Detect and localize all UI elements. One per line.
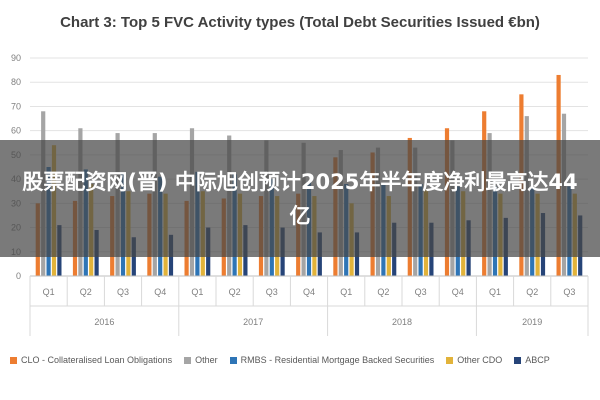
legend-label: RMBS - Residential Mortgage Backed Secur… <box>240 355 435 365</box>
legend-label: ABCP <box>525 355 550 365</box>
legend-label: Other CDO <box>457 355 503 365</box>
chart-legend: CLO - Collateralised Loan Obligations Oth… <box>10 352 600 368</box>
x-tick-label: Q3 <box>563 287 575 297</box>
y-tick-label: 90 <box>11 53 21 63</box>
chart-title: Chart 3: Top 5 FVC Activity types (Total… <box>60 14 540 31</box>
legend-item: Other <box>184 355 218 365</box>
x-tick-label: Q1 <box>340 287 352 297</box>
legend-label: Other <box>195 355 218 365</box>
legend-item: Other CDO <box>446 355 502 365</box>
headline-text[interactable]: 股票配资网(晋) 中际旭创预计2025年半年度净利最高达44亿 <box>22 169 578 228</box>
x-tick-label: Q1 <box>489 287 501 297</box>
x-tick-label: Q2 <box>229 287 241 297</box>
y-tick-label: 80 <box>11 77 21 87</box>
x-tick-label: Q1 <box>191 287 203 297</box>
legend-swatch <box>184 356 192 364</box>
y-tick-label: 70 <box>11 101 21 111</box>
x-tick-label: Q4 <box>303 287 315 297</box>
year-label: 2019 <box>522 317 542 327</box>
y-tick-label: 0 <box>16 271 21 281</box>
legend-swatch <box>514 356 522 364</box>
legend-item: CLO - Collateralised Loan Obligations <box>10 355 172 365</box>
year-label: 2016 <box>94 317 114 327</box>
y-tick-label: 60 <box>11 126 21 136</box>
year-label: 2017 <box>243 317 263 327</box>
x-tick-label: Q4 <box>452 287 464 297</box>
x-tick-label: Q2 <box>377 287 389 297</box>
legend-label: CLO - Collateralised Loan Obligations <box>21 355 173 365</box>
x-tick-label: Q2 <box>526 287 538 297</box>
x-tick-label: Q3 <box>117 287 129 297</box>
x-tick-label: Q2 <box>80 287 92 297</box>
legend-swatch <box>446 356 454 364</box>
headline-banner[interactable]: 股票配资网(晋) 中际旭创预计2025年半年度净利最高达44亿 <box>0 140 600 257</box>
x-tick-label: Q4 <box>154 287 166 297</box>
x-tick-label: Q3 <box>415 287 427 297</box>
year-label: 2018 <box>392 317 412 327</box>
legend-swatch <box>10 356 17 364</box>
x-tick-label: Q1 <box>43 287 55 297</box>
legend-swatch <box>229 356 237 364</box>
legend-item: ABCP <box>514 355 550 365</box>
x-tick-label: Q3 <box>266 287 278 297</box>
legend-item: RMBS - Residential Mortgage Backed Secur… <box>229 355 435 365</box>
